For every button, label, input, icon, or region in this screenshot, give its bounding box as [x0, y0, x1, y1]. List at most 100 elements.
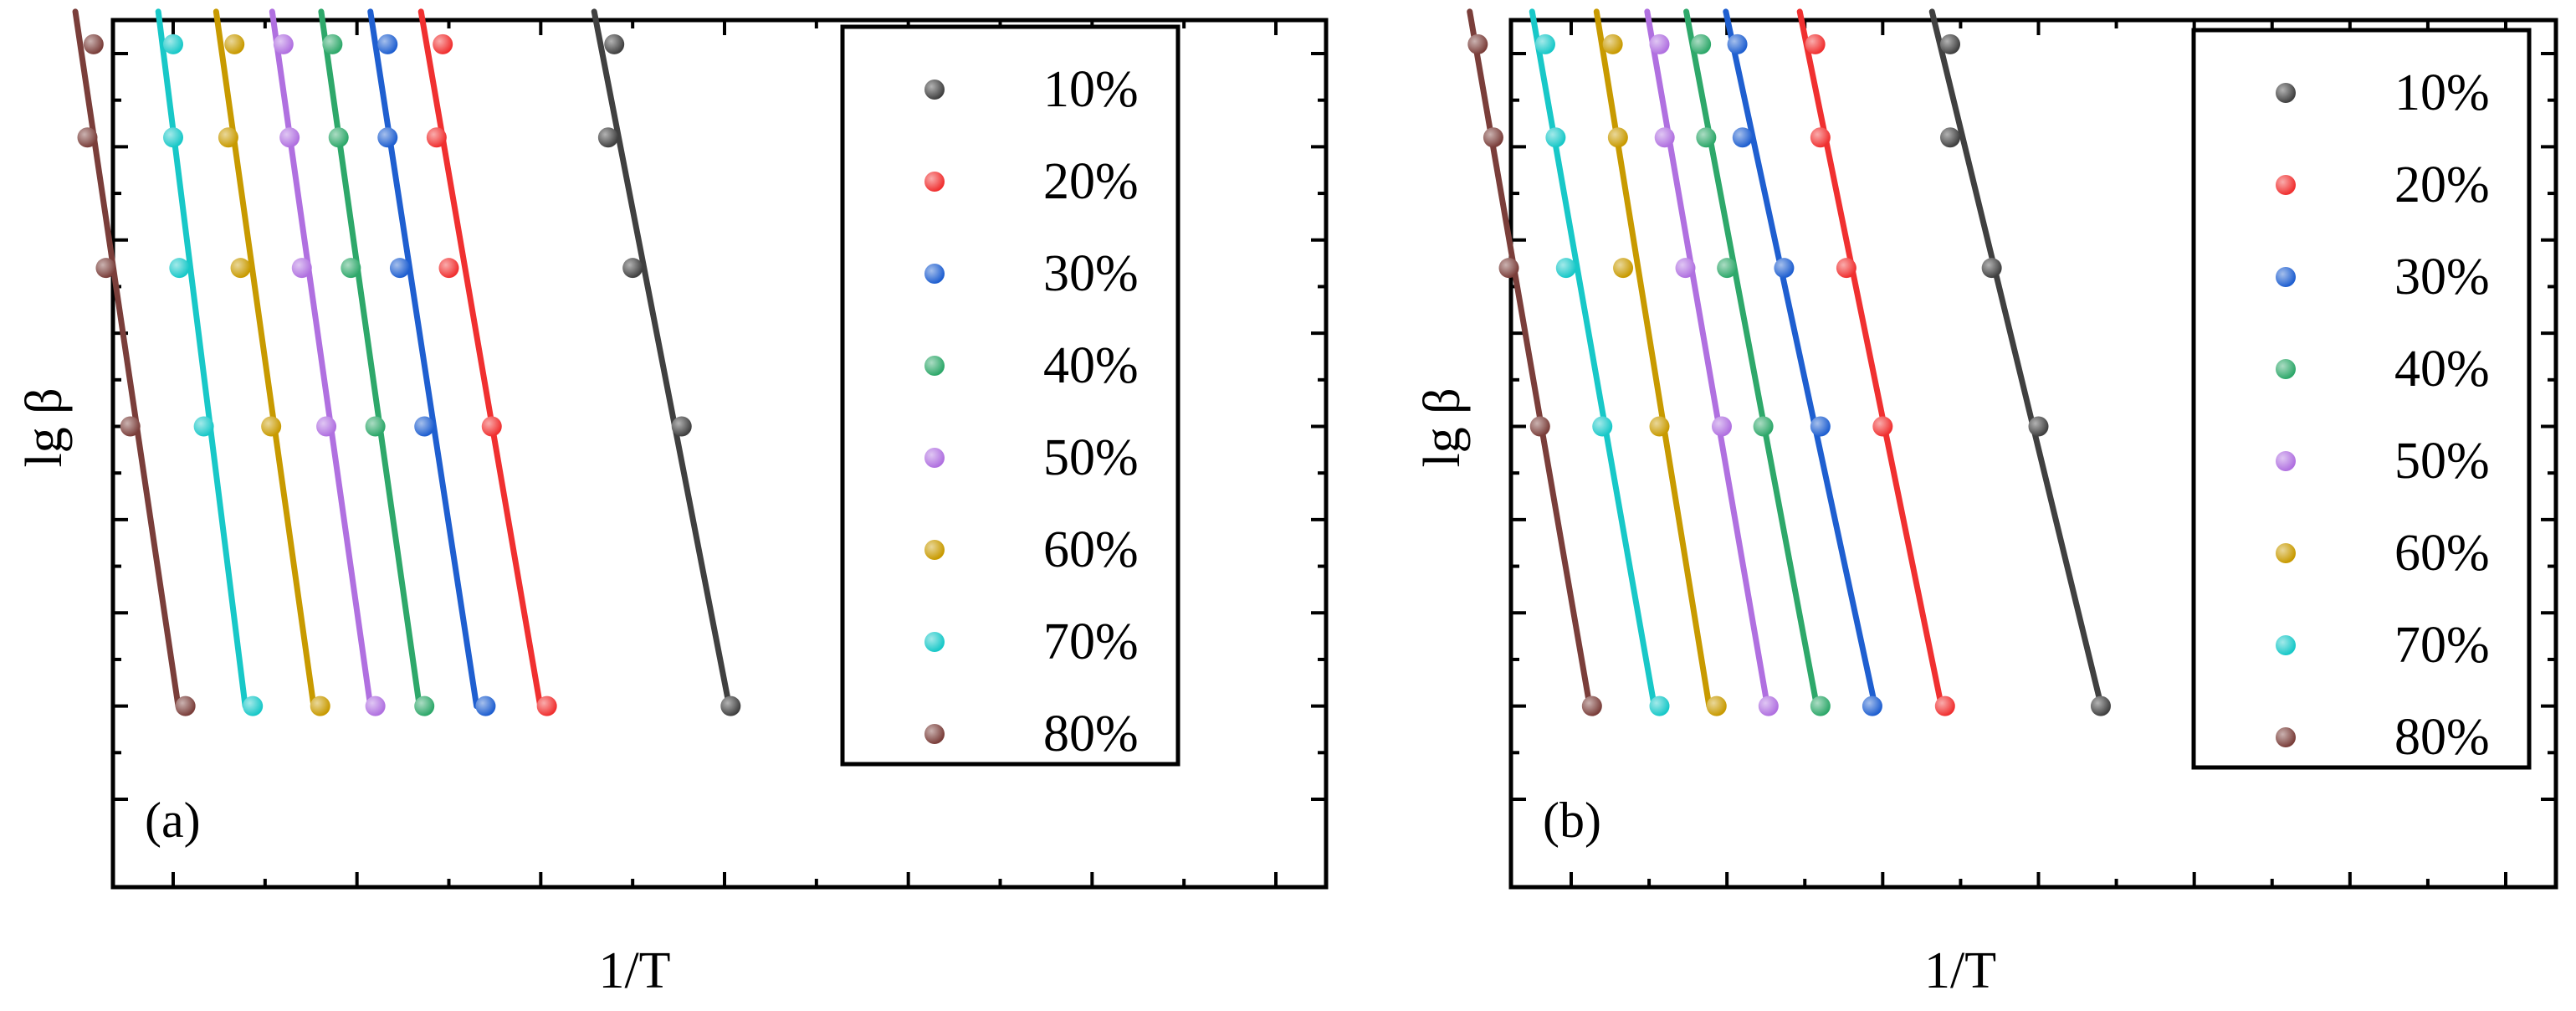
data-point — [1649, 33, 1670, 54]
data-point — [1649, 695, 1670, 716]
legend-marker — [2276, 635, 2296, 655]
data-point — [1810, 695, 1831, 716]
data-point — [536, 695, 557, 716]
legend-label: 70% — [1043, 613, 1139, 670]
legend-marker — [2276, 175, 2296, 195]
series-40pct — [1683, 8, 1831, 716]
data-point — [1654, 127, 1675, 148]
data-point — [193, 416, 214, 437]
data-point — [1691, 33, 1712, 54]
data-point — [1940, 33, 1961, 54]
data-point — [1607, 127, 1628, 148]
legend-marker — [2276, 83, 2296, 103]
legend-label: 80% — [1043, 706, 1139, 762]
fit-line — [213, 8, 317, 710]
data-point — [1602, 33, 1623, 54]
y-axis-label: lg β — [1414, 387, 1471, 467]
data-point — [328, 127, 349, 148]
data-point — [1592, 416, 1613, 437]
data-point — [1862, 695, 1882, 716]
data-point — [1534, 33, 1555, 54]
legend-label: 80% — [2394, 709, 2490, 766]
data-point — [169, 258, 190, 279]
legend-marker — [2276, 359, 2296, 379]
data-point — [2090, 695, 2111, 716]
data-point — [1940, 127, 1961, 148]
data-point — [671, 416, 692, 437]
series-30pct — [367, 8, 496, 716]
data-point — [224, 33, 245, 54]
fit-line — [269, 8, 374, 710]
legend-label: 40% — [1043, 337, 1139, 394]
data-point — [1805, 33, 1826, 54]
fit-line — [591, 8, 733, 710]
data-point — [230, 258, 251, 279]
fit-line — [1928, 8, 2104, 710]
data-point — [1483, 127, 1503, 148]
data-point — [1732, 127, 1753, 148]
data-point — [1675, 258, 1696, 279]
fit-line — [72, 8, 182, 710]
fit-line — [1529, 8, 1657, 710]
fit-line — [1644, 8, 1771, 710]
data-point — [2028, 416, 2049, 437]
data-point — [95, 258, 116, 279]
legend: 10% 20% 30% 40% 50% 60% 70% 80% — [2191, 28, 2532, 770]
data-point — [243, 695, 264, 716]
legend-box — [840, 24, 1180, 767]
legend-marker — [2276, 451, 2296, 471]
legend-label: 20% — [1043, 153, 1139, 210]
data-point — [1555, 258, 1576, 279]
data-point — [433, 33, 453, 54]
data-point — [291, 258, 312, 279]
plot-frame — [1508, 18, 2558, 890]
data-point — [377, 127, 398, 148]
data-point — [1467, 33, 1488, 54]
data-point — [604, 33, 625, 54]
series-80pct — [72, 8, 196, 716]
legend-marker — [924, 80, 945, 100]
data-point — [1696, 127, 1717, 148]
series-50pct — [269, 8, 386, 716]
series-10pct — [591, 8, 741, 716]
y-axis-label: lg β — [16, 387, 73, 467]
data-point — [341, 258, 361, 279]
series-60pct — [213, 8, 330, 716]
chart-panel-a: 1/T lg β (a) 10% 20% 30% 40% 50% 60% 70% 80% — [16, 8, 1329, 999]
data-point — [426, 127, 447, 148]
data-point — [1774, 258, 1795, 279]
series-80pct — [1467, 8, 1602, 716]
legend-marker — [924, 448, 945, 468]
legend-label: 30% — [2394, 249, 2490, 305]
fit-line — [1723, 8, 1878, 710]
legend-label: 30% — [1043, 245, 1139, 302]
x-axis-label: 1/T — [598, 942, 670, 999]
fit-line — [1796, 8, 1945, 710]
data-point — [1498, 258, 1519, 279]
legend-label: 60% — [1043, 521, 1139, 578]
data-point — [261, 416, 282, 437]
series-30pct — [1723, 8, 1882, 716]
data-point — [1711, 416, 1732, 437]
data-point — [163, 127, 183, 148]
legend-label: 10% — [2394, 64, 2490, 121]
data-point — [365, 695, 386, 716]
fit-line — [367, 8, 480, 710]
data-point — [83, 33, 104, 54]
data-point — [1810, 416, 1831, 437]
data-point — [481, 416, 502, 437]
series-10pct — [1928, 8, 2111, 716]
series-20pct — [1796, 8, 1955, 716]
data-point — [365, 416, 386, 437]
legend-marker — [924, 356, 945, 376]
data-point — [1581, 695, 1602, 716]
fit-line — [318, 8, 423, 710]
fit-line — [1683, 8, 1821, 710]
data-point — [1981, 258, 2002, 279]
data-point — [1753, 416, 1774, 437]
data-point — [414, 695, 435, 716]
data-point — [1810, 127, 1831, 148]
series-40pct — [318, 8, 435, 716]
legend-label: 40% — [2394, 341, 2490, 398]
data-point — [1872, 416, 1893, 437]
